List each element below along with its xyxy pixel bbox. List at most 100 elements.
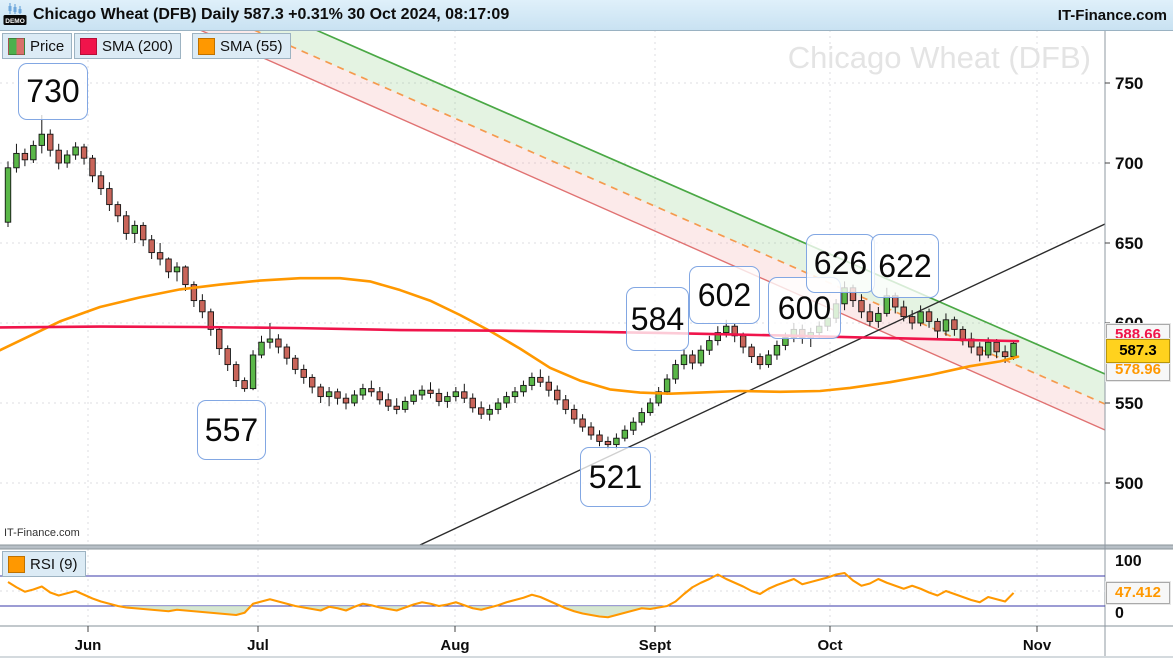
candle-down <box>114 204 122 217</box>
candle-up <box>875 312 882 322</box>
candle-down <box>292 357 299 370</box>
candle-down <box>47 133 54 151</box>
candle-down <box>545 381 552 391</box>
candle-up <box>13 152 20 169</box>
rsi-axis-label-bottom: 0 <box>1115 605 1124 622</box>
sma200-swatch-icon <box>80 37 97 55</box>
annotation-box-521[interactable]: 521 <box>580 447 651 507</box>
rsi-line <box>7 571 1015 619</box>
legend-chip-sma55[interactable]: SMA (55) <box>192 33 291 59</box>
candle-down <box>309 376 316 388</box>
candle-up <box>351 394 358 404</box>
y-axis-label: 500 <box>1115 474 1143 493</box>
candle-up <box>655 391 662 404</box>
candle-up <box>714 332 721 342</box>
candle-down <box>55 149 62 164</box>
candle-down <box>182 266 189 286</box>
candle-down <box>596 434 603 442</box>
candle-up <box>680 354 688 366</box>
candle-down <box>461 391 468 399</box>
candle-down <box>478 407 485 415</box>
rsi-oversold-fill <box>560 606 668 618</box>
candle-up <box>511 391 519 398</box>
candle-up <box>638 412 645 423</box>
candle-down <box>993 341 1000 353</box>
candle-down <box>317 386 324 398</box>
y-axis-label: 550 <box>1115 394 1143 413</box>
demo-candlestick-icon: DEMO <box>3 3 27 25</box>
legend-sma200-label: SMA (200) <box>102 37 173 55</box>
candle-up <box>706 340 713 351</box>
candle-down <box>283 346 291 359</box>
legend-chip-price[interactable]: Price <box>2 33 73 59</box>
candle-down <box>579 418 586 428</box>
candle-down <box>368 388 375 393</box>
rsi-axis-label-top: 100 <box>1115 553 1142 570</box>
candle-down <box>748 346 755 358</box>
candle-down <box>976 346 983 356</box>
candle-up <box>173 266 181 273</box>
candle-down <box>427 389 434 394</box>
rsi-tag: 47.412 <box>1106 582 1170 604</box>
demo-badge-text: DEMO <box>5 18 25 25</box>
candle-up <box>647 402 654 414</box>
x-axis-label: Oct <box>817 637 842 654</box>
annotation-box-557[interactable]: 557 <box>197 400 266 460</box>
candle-up <box>1010 342 1017 358</box>
candle-down <box>342 397 350 404</box>
candle-up <box>985 341 992 356</box>
candle-down <box>106 188 113 206</box>
candle-down <box>756 356 764 366</box>
y-axis-label: 750 <box>1115 74 1143 93</box>
legend-chip-rsi[interactable]: RSI (9) <box>2 551 86 577</box>
candle-down <box>951 319 958 330</box>
candle-down <box>123 215 130 234</box>
annotation-box-626[interactable]: 626 <box>806 234 875 293</box>
candle-up <box>942 319 950 332</box>
legend-chip-sma200[interactable]: SMA (200) <box>74 33 181 59</box>
price-swatch-icon <box>8 37 25 55</box>
annotation-box-600[interactable]: 600 <box>768 277 841 339</box>
candle-down <box>1001 351 1009 358</box>
candle-up <box>773 344 781 356</box>
channel-upper-line <box>315 29 1106 375</box>
x-axis-label: Sept <box>639 637 672 654</box>
candle-up <box>4 167 12 223</box>
candle-down <box>587 426 595 436</box>
candle-up <box>266 338 274 343</box>
y-axis-label: 650 <box>1115 234 1143 253</box>
rsi-oversold-fill <box>295 606 357 611</box>
candle-down <box>148 239 155 254</box>
candle-up <box>630 421 637 431</box>
candle-down <box>908 316 916 324</box>
annotation-box-622[interactable]: 622 <box>871 234 939 298</box>
candle-down <box>537 376 544 383</box>
last-price-tag: 587.3 <box>1106 339 1170 363</box>
candle-down <box>689 354 696 364</box>
candle-down <box>554 389 561 401</box>
candle-up <box>503 396 510 404</box>
candle-down <box>469 397 476 409</box>
candle-down <box>334 391 341 399</box>
annotation-box-584[interactable]: 584 <box>626 287 689 351</box>
candle-up <box>723 325 730 334</box>
candle-up <box>697 349 705 364</box>
candle-up <box>883 295 890 314</box>
candle-up <box>63 154 71 164</box>
candle-down <box>376 391 383 401</box>
candle-down <box>199 300 206 313</box>
candle-down <box>385 399 392 407</box>
candle-down <box>739 335 747 348</box>
annotation-box-602[interactable]: 602 <box>689 266 760 324</box>
candle-up <box>418 389 426 396</box>
annotation-box-730[interactable]: 730 <box>18 63 88 120</box>
x-axis-label: Aug <box>440 637 469 654</box>
candle-down <box>139 224 147 241</box>
candle-up <box>672 364 679 380</box>
candle-down <box>80 146 88 159</box>
candle-down <box>866 311 874 322</box>
candle-up <box>663 378 671 393</box>
candle-up <box>917 311 924 324</box>
